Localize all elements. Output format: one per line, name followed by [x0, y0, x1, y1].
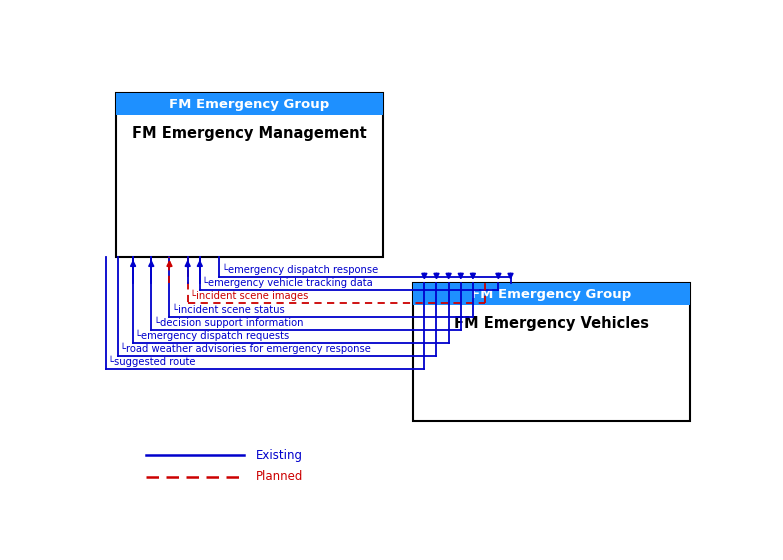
Text: └incident scene status: └incident scene status [172, 305, 285, 315]
Bar [413, 283, 690, 421]
Bar [116, 93, 383, 115]
Text: FM Emergency Vehicles: FM Emergency Vehicles [454, 316, 649, 331]
Text: FM Emergency Group: FM Emergency Group [471, 287, 632, 301]
Text: Planned: Planned [256, 470, 303, 483]
Bar [413, 283, 690, 305]
Text: └emergency dispatch requests: └emergency dispatch requests [135, 330, 290, 341]
Text: └incident scene images: └incident scene images [190, 290, 309, 301]
Bar [116, 93, 383, 257]
Text: └suggested route: └suggested route [108, 356, 196, 367]
Text: └emergency vehicle tracking data: └emergency vehicle tracking data [202, 277, 373, 288]
Text: └decision support information: └decision support information [153, 317, 303, 328]
Text: └emergency dispatch response: └emergency dispatch response [222, 264, 378, 275]
Text: Existing: Existing [256, 449, 303, 462]
Text: └road weather advisories for emergency response: └road weather advisories for emergency r… [121, 343, 371, 354]
Text: FM Emergency Group: FM Emergency Group [169, 98, 330, 111]
Text: FM Emergency Management: FM Emergency Management [132, 126, 367, 141]
